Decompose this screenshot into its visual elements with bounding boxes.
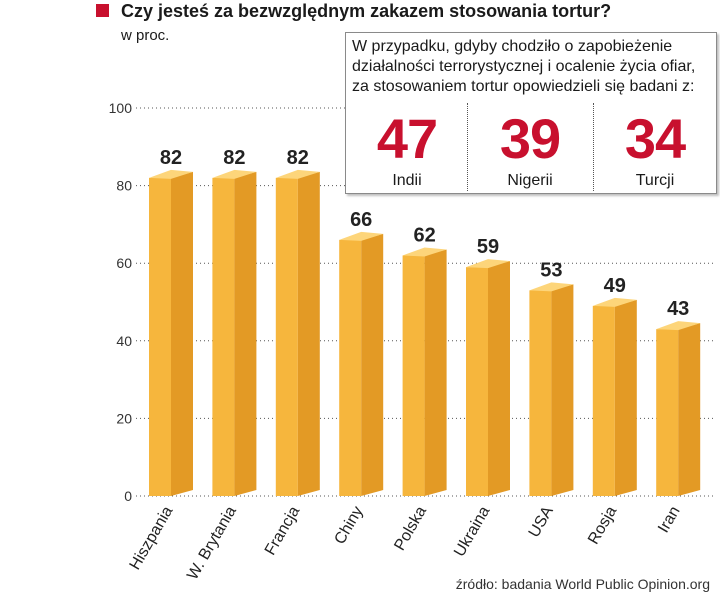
bar xyxy=(212,169,257,496)
bar-front xyxy=(466,267,488,496)
bar xyxy=(466,259,510,496)
data-labels: 82 82 82 66 62 59 53 49 43 xyxy=(160,147,689,320)
bar-top xyxy=(656,321,701,331)
y-tick-label: 100 xyxy=(109,100,133,116)
y-tick-label: 60 xyxy=(116,255,132,271)
bars xyxy=(149,169,701,497)
stat-value: 47 xyxy=(376,107,438,170)
stat-value: 34 xyxy=(624,107,686,170)
bar-value-label: 59 xyxy=(477,236,499,258)
y-tick-label: 80 xyxy=(116,178,132,194)
bar-side xyxy=(171,171,193,496)
bar-front xyxy=(339,239,362,497)
callout-text: W przypadku, gdyby chodziło o zapobieżen… xyxy=(352,38,696,95)
bar-top xyxy=(529,282,574,292)
bar-value-label: 49 xyxy=(604,275,626,297)
bar-top xyxy=(402,247,447,257)
bar xyxy=(402,247,447,496)
bar-side xyxy=(678,323,701,496)
bar-value-label: 53 xyxy=(540,259,562,281)
stat-separator xyxy=(593,103,594,191)
source-note: źródło: badania World Public Opinion.org xyxy=(455,576,710,592)
category-label: Hiszpania xyxy=(127,503,177,572)
bar-top xyxy=(339,231,384,241)
bar-side xyxy=(551,284,574,496)
bar-top xyxy=(212,169,257,179)
category-label: Ukraina xyxy=(451,503,493,559)
bar-front xyxy=(149,177,171,496)
category-label: Iran xyxy=(655,504,684,536)
bar-side xyxy=(424,249,447,496)
category-label: Chiny xyxy=(331,504,366,548)
bar-front xyxy=(402,255,425,496)
bar-value-label: 43 xyxy=(667,298,689,320)
stat-label: Nigerii xyxy=(507,172,553,189)
bar-top xyxy=(275,169,320,179)
bar-front xyxy=(529,290,552,496)
title-marker xyxy=(96,4,109,17)
category-label: Rosja xyxy=(585,503,620,547)
bar-side xyxy=(614,299,637,496)
stat-turkey: 34 Turcji xyxy=(594,109,716,191)
bar-front xyxy=(212,177,235,496)
bar-value-label: 66 xyxy=(350,209,372,231)
chart-subtitle: w proc. xyxy=(121,27,170,44)
stat-value: 39 xyxy=(499,107,561,170)
bar-value-label: 62 xyxy=(413,224,435,246)
bar-front xyxy=(275,177,298,496)
category-label: Polska xyxy=(391,503,430,553)
bar xyxy=(656,321,701,496)
bar-side xyxy=(234,171,257,496)
bar-value-label: 82 xyxy=(160,147,182,169)
bar-front xyxy=(592,305,615,496)
bar-top xyxy=(592,297,637,307)
stat-label: Turcji xyxy=(635,172,675,189)
callout-box: W przypadku, gdyby chodziło o zapobieżen… xyxy=(345,32,717,194)
chart-title: Czy jesteś za bezwzględnym zakazem stoso… xyxy=(121,1,612,21)
bar-top xyxy=(466,259,510,269)
category-label: USA xyxy=(526,503,557,540)
bar xyxy=(149,169,193,496)
bar-value-label: 82 xyxy=(223,147,245,169)
bar-front xyxy=(656,329,679,496)
category-label: Francja xyxy=(262,503,303,558)
y-tick-label: 20 xyxy=(116,410,132,426)
bar xyxy=(529,282,574,496)
bar-side xyxy=(488,261,510,496)
bar-top xyxy=(149,169,193,179)
y-tick-label: 0 xyxy=(124,488,132,504)
bar-value-label: 82 xyxy=(287,147,309,169)
bar xyxy=(275,169,320,496)
bar xyxy=(339,231,384,497)
stat-label: Indii xyxy=(392,172,422,189)
category-label: W. Brytania xyxy=(184,503,240,582)
bar-side xyxy=(297,171,320,496)
stat-india: 47 Indii xyxy=(346,109,468,191)
stat-nigeria: 39 Nigerii xyxy=(469,109,591,191)
y-tick-label: 40 xyxy=(116,333,132,349)
bar xyxy=(592,297,637,496)
category-labels: Hiszpania W. Brytania Francja Chiny Polska Uk… xyxy=(127,503,684,583)
stat-separator xyxy=(467,103,468,191)
bar-side xyxy=(361,233,384,497)
